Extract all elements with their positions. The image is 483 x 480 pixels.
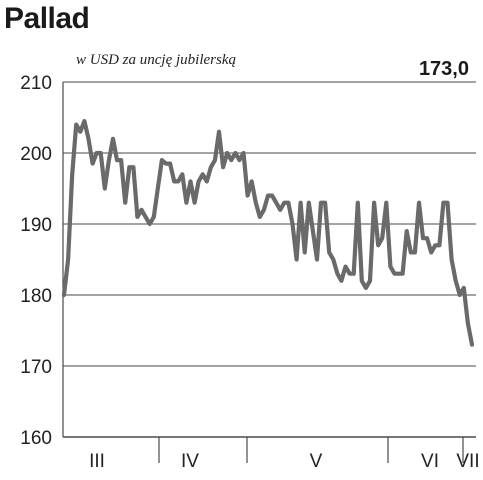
y-tick-label: 170 bbox=[20, 357, 52, 378]
chart-title: Pallad bbox=[4, 2, 90, 35]
month-label-V: V bbox=[310, 451, 323, 472]
month-label-III: III bbox=[89, 451, 105, 472]
unit-label: w USD za uncję jubilerską bbox=[76, 52, 236, 68]
y-tick-label: 180 bbox=[20, 286, 52, 307]
month-label-VII: VII bbox=[456, 451, 479, 472]
month-label-VI: VI bbox=[421, 451, 439, 472]
month-label-IV: IV bbox=[181, 451, 199, 472]
price-line-series bbox=[61, 118, 475, 347]
y-tick-label: 190 bbox=[20, 215, 52, 236]
y-tick-label: 210 bbox=[20, 73, 52, 94]
last-value-label: 173,0 bbox=[418, 58, 469, 80]
y-tick-label: 160 bbox=[20, 428, 52, 449]
y-tick-label: 200 bbox=[20, 144, 52, 165]
